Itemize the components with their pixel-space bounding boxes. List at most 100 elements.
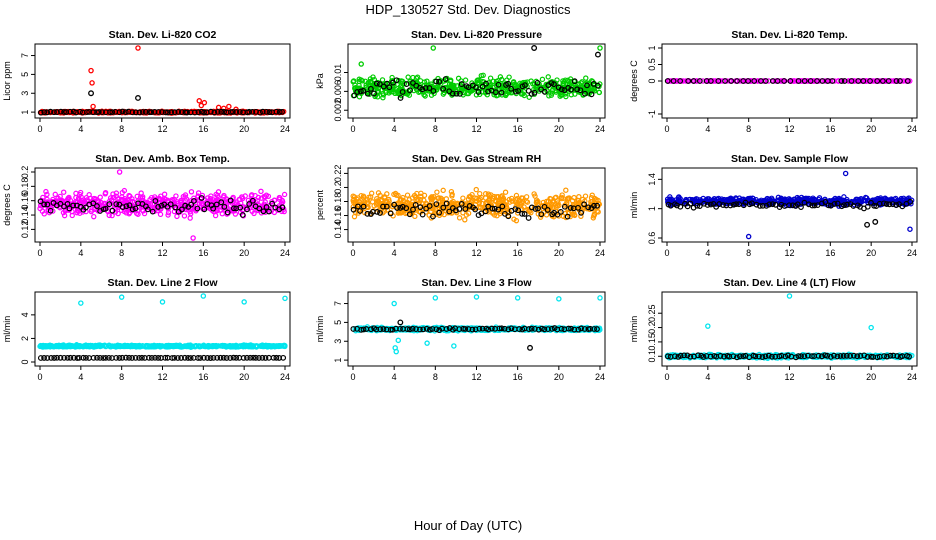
data-point	[460, 195, 466, 201]
data-point	[774, 78, 781, 84]
data-point	[97, 194, 103, 200]
data-point	[521, 92, 527, 99]
data-point	[175, 108, 182, 115]
data-point	[582, 90, 588, 97]
x-tick-label: 20	[239, 372, 249, 382]
data-point	[490, 78, 497, 84]
x-tick-label: 20	[554, 124, 564, 134]
data-point	[350, 79, 356, 85]
x-tick-label: 12	[157, 372, 167, 382]
x-tick-label: 16	[198, 248, 208, 258]
data-point	[95, 109, 102, 115]
y-tick-label: 1	[647, 206, 657, 211]
data-point	[498, 76, 505, 83]
data-point	[201, 99, 208, 106]
data-point	[371, 90, 377, 97]
data-point	[588, 91, 595, 98]
data-point	[88, 67, 94, 74]
data-point	[525, 215, 532, 221]
y-axis-label: kPa	[315, 73, 325, 89]
data-point	[596, 83, 602, 90]
data-point	[190, 235, 196, 241]
data-point	[829, 78, 836, 84]
data-point	[110, 191, 116, 197]
data-point	[67, 108, 74, 115]
y-tick-label: 5	[333, 320, 343, 325]
y-tick-label: 4	[20, 312, 30, 317]
data-point	[506, 74, 512, 80]
x-tick-label: 0	[664, 372, 669, 382]
data-point	[90, 103, 96, 110]
data-point	[362, 78, 369, 84]
x-tick-label: 12	[471, 372, 481, 382]
series-black	[37, 354, 287, 361]
x-tick-label: 24	[907, 124, 917, 134]
data-point	[531, 89, 538, 96]
data-point	[47, 108, 54, 115]
data-point	[527, 344, 533, 351]
data-point	[146, 109, 153, 116]
data-point	[473, 84, 479, 91]
data-point	[457, 90, 463, 97]
data-point	[848, 78, 855, 84]
data-point	[397, 95, 404, 101]
data-point	[139, 197, 146, 204]
data-point	[754, 78, 761, 84]
y-tick-label: 1	[647, 45, 657, 50]
x-tick-label: 0	[350, 248, 355, 258]
y-tick-label: 0.01	[333, 64, 343, 82]
data-point	[135, 45, 141, 51]
panel-title: Stan. Dev. Line 3 Flow	[421, 277, 532, 289]
data-point	[371, 80, 378, 87]
data-point	[807, 78, 814, 84]
data-point	[483, 80, 489, 87]
data-point	[236, 196, 242, 203]
series-black	[37, 90, 285, 116]
x-tick-label: 4	[392, 124, 397, 134]
data-point	[236, 109, 243, 115]
data-point	[440, 187, 446, 194]
panel-title: Stan. Dev. Sample Flow	[731, 153, 849, 165]
data-point	[762, 78, 769, 84]
x-tick-label: 4	[392, 372, 397, 382]
data-point	[226, 103, 232, 110]
data-point	[551, 81, 557, 88]
y-axis-label: Licor ppm	[2, 61, 12, 101]
data-point	[799, 78, 805, 84]
data-point	[129, 198, 136, 205]
data-point	[440, 85, 447, 92]
data-point	[399, 78, 406, 85]
data-point	[380, 95, 386, 101]
x-tick-label: 24	[280, 124, 290, 134]
series-black	[664, 78, 911, 84]
data-point	[715, 78, 722, 84]
y-tick-label: 0.16	[20, 192, 30, 210]
x-tick-label: 8	[746, 372, 751, 382]
y-tick-label: 1	[20, 110, 30, 115]
data-point	[798, 204, 804, 210]
y-tick-label: 0.2	[647, 321, 657, 334]
data-point	[57, 108, 64, 115]
y-tick-label: 0.18	[20, 178, 30, 196]
data-point	[158, 109, 165, 115]
data-point	[426, 85, 433, 91]
data-point	[257, 109, 263, 116]
data-point	[393, 348, 399, 355]
data-point	[589, 88, 595, 94]
data-point	[201, 109, 207, 116]
data-point	[882, 78, 888, 84]
data-point	[597, 45, 603, 51]
x-tick-label: 8	[746, 124, 751, 134]
data-point	[373, 80, 380, 87]
data-point	[831, 78, 838, 84]
x-tick-label: 24	[280, 372, 290, 382]
data-point	[546, 93, 552, 99]
y-axis-label: degrees C	[2, 184, 12, 226]
x-tick-label: 20	[554, 248, 564, 258]
x-tick-label: 24	[595, 124, 605, 134]
data-point	[198, 108, 205, 115]
y-axis-label: ml/min	[2, 316, 12, 343]
data-point	[907, 78, 913, 84]
data-point	[273, 108, 280, 115]
data-point	[279, 108, 285, 115]
